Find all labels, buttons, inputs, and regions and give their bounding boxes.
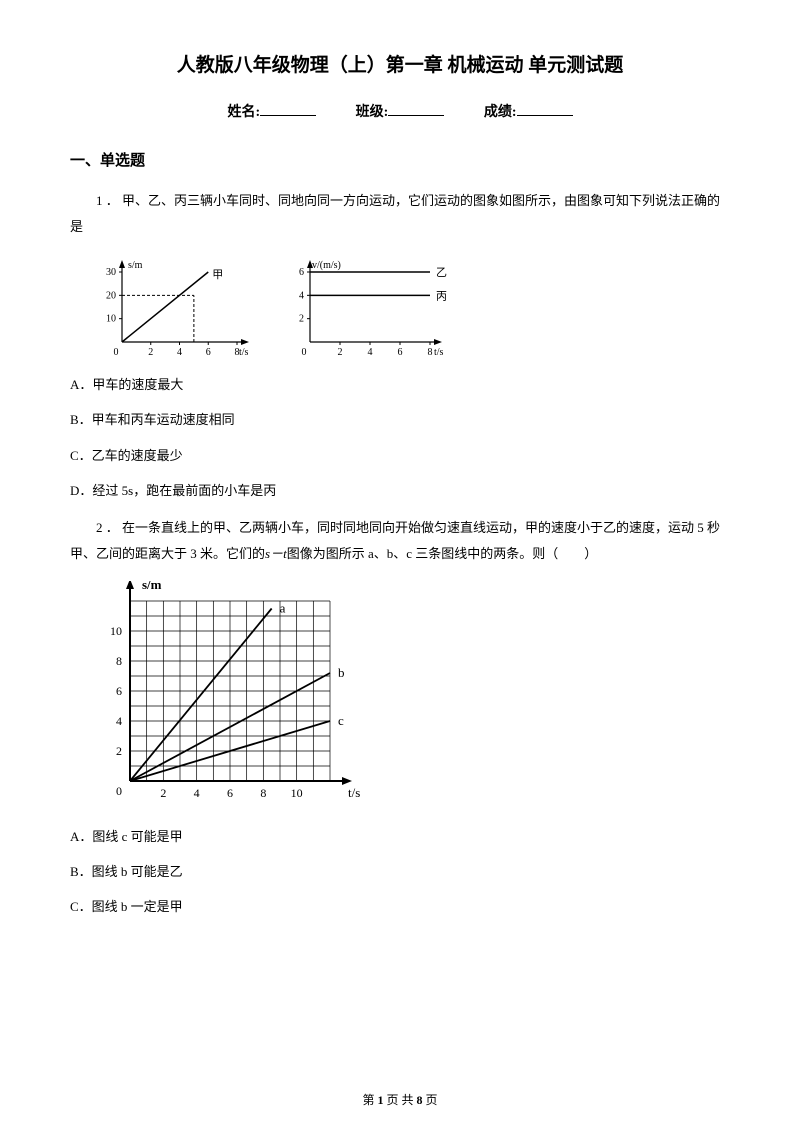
svg-text:10: 10	[291, 786, 303, 800]
svg-text:6: 6	[299, 267, 304, 278]
class-underline	[388, 102, 444, 116]
q2-text-post: 图像为图所示 a、b、c 三条图线中的两条。则（ ）	[287, 546, 598, 561]
svg-text:4: 4	[177, 347, 182, 358]
svg-text:t/s: t/s	[239, 347, 249, 358]
svg-text:s/m: s/m	[142, 581, 162, 592]
svg-text:20: 20	[106, 290, 116, 301]
footer-post: 页	[423, 1093, 438, 1107]
page-title: 人教版八年级物理（上）第一章 机械运动 单元测试题	[70, 50, 730, 77]
svg-text:甲: 甲	[212, 269, 223, 281]
svg-text:t/s: t/s	[434, 347, 444, 358]
svg-text:乙: 乙	[436, 266, 447, 279]
svg-text:4: 4	[299, 290, 304, 301]
svg-text:2: 2	[160, 786, 166, 800]
svg-text:6: 6	[227, 786, 233, 800]
q1-text: 1 ． 甲、乙、丙三辆小车同时、同地向同一方向运动，它们运动的图象如图所示，由图…	[70, 188, 730, 240]
name-field: 姓名:	[227, 101, 316, 121]
q1-option-a: A．甲车的速度最大	[70, 373, 730, 396]
svg-text:t/s: t/s	[348, 785, 360, 800]
svg-text:0: 0	[116, 784, 122, 798]
svg-text:丙: 丙	[436, 290, 447, 302]
q1-option-d: D．经过 5s，跑在最前面的小车是丙	[70, 479, 730, 502]
footer-mid: 页 共	[383, 1093, 416, 1107]
svg-text:2: 2	[338, 347, 343, 358]
svg-text:4: 4	[194, 786, 200, 800]
svg-text:0: 0	[302, 347, 307, 358]
q2-text: 2 ． 在一条直线上的甲、乙两辆小车，同时同地同向开始做匀速直线运动，甲的速度小…	[70, 515, 730, 567]
section-heading-1: 一、单选题	[70, 149, 730, 170]
score-underline	[517, 102, 573, 116]
q1-charts: 24680102030s/mt/s甲 24680246v/(m/s)t/s乙丙	[88, 254, 730, 359]
svg-text:8: 8	[260, 786, 266, 800]
svg-text:s/m: s/m	[128, 260, 143, 271]
svg-text:8: 8	[116, 654, 122, 668]
footer-pre: 第	[362, 1093, 377, 1107]
q2-chart-wrap: 2 4 6 8 10 2 4 6 8 10 0 s/m t/s a b c	[88, 581, 730, 811]
q2-option-b: B．图线 b 可能是乙	[70, 860, 730, 883]
svg-text:2: 2	[148, 347, 153, 358]
chart-q1-b: 2 4 6 8 0 2 4 6 v/(m/s) t/s 乙丙	[282, 254, 462, 359]
svg-text:2: 2	[116, 744, 122, 758]
svg-text:10: 10	[106, 314, 116, 325]
q1-option-b: B．甲车和丙车运动速度相同	[70, 408, 730, 431]
score-label: 成绩:	[484, 105, 517, 120]
svg-text:a: a	[280, 600, 286, 615]
svg-text:4: 4	[368, 347, 373, 358]
q2-option-a: A．图线 c 可能是甲	[70, 825, 730, 848]
svg-text:b: b	[338, 665, 345, 680]
svg-text:4: 4	[116, 714, 122, 728]
class-label: 班级:	[356, 105, 389, 120]
svg-text:8: 8	[428, 347, 433, 358]
q1-option-c: C．乙车的速度最少	[70, 444, 730, 467]
svg-text:0: 0	[114, 347, 119, 358]
svg-text:6: 6	[398, 347, 403, 358]
svg-text:30: 30	[106, 267, 116, 278]
svg-text:c: c	[338, 713, 344, 728]
svg-text:6: 6	[116, 684, 122, 698]
page-footer: 第 1 页 共 8 页	[0, 1091, 800, 1108]
name-underline	[260, 102, 316, 116]
svg-text:v/(m/s): v/(m/s)	[312, 260, 341, 271]
class-field: 班级:	[356, 101, 445, 121]
chart-q2: 2 4 6 8 10 2 4 6 8 10 0 s/m t/s a b c	[88, 581, 378, 811]
q2-formula: s－t	[265, 546, 287, 561]
name-label: 姓名:	[227, 105, 260, 120]
svg-text:6: 6	[206, 347, 211, 358]
svg-text:2: 2	[299, 314, 304, 325]
header-fields: 姓名: 班级: 成绩:	[70, 101, 730, 121]
q2-option-c: C．图线 b 一定是甲	[70, 895, 730, 918]
svg-text:10: 10	[110, 624, 122, 638]
score-field: 成绩:	[484, 101, 573, 121]
chart-q1-a: 24680102030s/mt/s甲	[88, 254, 258, 359]
